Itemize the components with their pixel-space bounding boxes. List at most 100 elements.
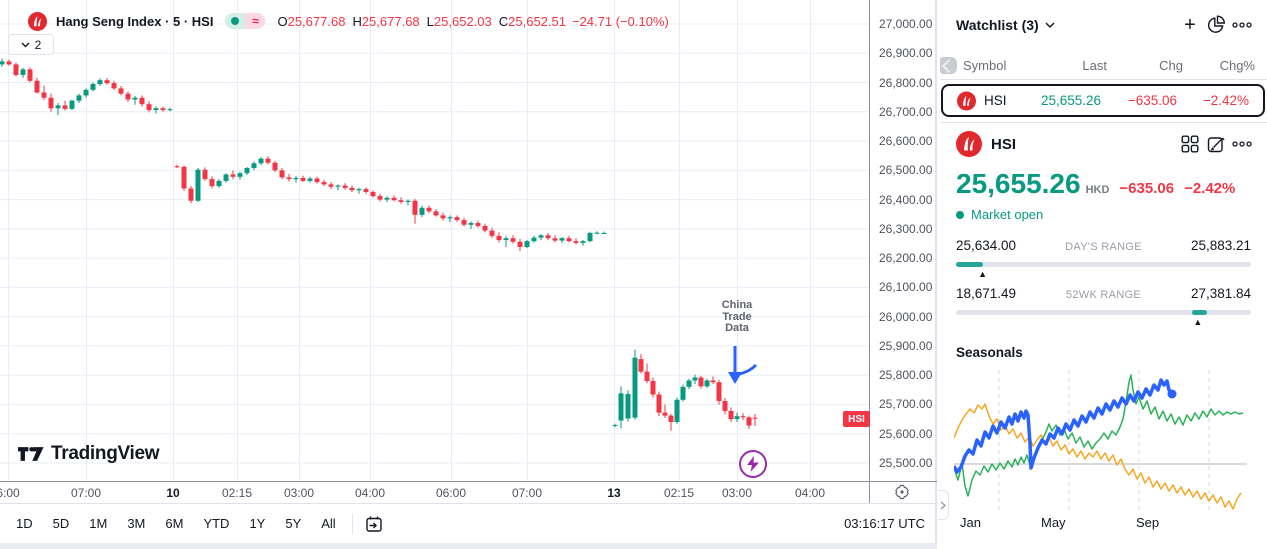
candle[interactable] — [363, 189, 369, 192]
candle[interactable] — [384, 197, 390, 200]
time-axis[interactable]: 6:00 07:00 10 02:15 03:00 04:00 06:00 07:00 13 02… — [0, 482, 869, 503]
candle[interactable] — [503, 238, 509, 240]
range-button-6m[interactable]: 6M — [165, 516, 184, 531]
candle[interactable] — [174, 166, 180, 168]
candle[interactable] — [377, 196, 383, 200]
watchlist-row-hsi[interactable]: HSI 25,655.26 −635.06 −2.42% — [941, 84, 1265, 117]
column-symbol[interactable]: Symbol — [963, 58, 1007, 73]
candle[interactable] — [146, 104, 152, 111]
candle[interactable] — [209, 179, 215, 187]
candle[interactable] — [202, 169, 208, 180]
candle[interactable] — [314, 178, 320, 183]
candle[interactable] — [41, 92, 47, 98]
range-button-ytd[interactable]: YTD — [203, 516, 230, 531]
candle[interactable] — [62, 105, 68, 109]
candle[interactable] — [722, 400, 728, 411]
watchlist-more-button[interactable] — [1229, 12, 1255, 38]
candle[interactable] — [710, 380, 716, 383]
candle[interactable] — [370, 191, 376, 197]
candle[interactable] — [153, 108, 159, 111]
candle[interactable] — [454, 217, 460, 221]
candle[interactable] — [244, 167, 250, 174]
candle[interactable] — [349, 187, 355, 191]
candle[interactable] — [692, 377, 698, 381]
candle[interactable] — [286, 177, 292, 180]
candle[interactable] — [167, 109, 173, 111]
candle[interactable] — [251, 163, 257, 168]
candle[interactable] — [118, 88, 124, 94]
candle[interactable] — [496, 235, 502, 240]
candle[interactable] — [90, 83, 96, 90]
candle[interactable] — [447, 217, 453, 219]
candle[interactable] — [552, 238, 558, 241]
candle[interactable] — [132, 97, 138, 100]
candle[interactable] — [293, 177, 299, 180]
candle[interactable] — [125, 93, 131, 100]
candle[interactable] — [20, 69, 26, 75]
candle[interactable] — [391, 197, 397, 201]
symbol-title[interactable]: Hang Seng Index · 5 · HSI — [56, 13, 214, 29]
candle[interactable] — [356, 189, 362, 191]
candle[interactable] — [538, 235, 544, 238]
candle[interactable] — [97, 80, 103, 84]
candle[interactable] — [531, 237, 537, 242]
candle[interactable] — [83, 89, 89, 96]
watchlist-section-tab[interactable] — [940, 57, 957, 74]
range-button-5y[interactable]: 5Y — [285, 516, 302, 531]
market-status-pills[interactable]: ≈ — [225, 13, 266, 29]
range-button-1d[interactable]: 1D — [16, 516, 33, 531]
column-last[interactable]: Last — [1082, 58, 1107, 73]
candle[interactable] — [6, 61, 12, 65]
range-button-1y[interactable]: 1Y — [249, 516, 266, 531]
candle[interactable] — [265, 158, 271, 163]
watchlist-title-dropdown[interactable]: Watchlist (3) — [956, 17, 1055, 33]
candle[interactable] — [644, 371, 650, 382]
axis-settings-gear-icon[interactable] — [891, 483, 913, 501]
candle[interactable] — [662, 412, 668, 416]
candle[interactable] — [461, 220, 467, 225]
candle[interactable] — [405, 200, 411, 202]
candle[interactable] — [601, 232, 607, 234]
panel-collapse-handle[interactable] — [938, 490, 949, 520]
candle[interactable] — [230, 174, 236, 177]
range-button-1m[interactable]: 1M — [89, 516, 108, 531]
candle[interactable] — [656, 394, 662, 413]
candle[interactable] — [279, 170, 285, 178]
candle[interactable] — [48, 97, 54, 109]
candle[interactable] — [680, 386, 686, 400]
candlestick-chart[interactable] — [0, 0, 869, 481]
candle[interactable] — [69, 100, 75, 109]
candle[interactable] — [704, 380, 710, 387]
detail-more-button[interactable] — [1229, 131, 1255, 157]
candle[interactable] — [160, 108, 166, 111]
candle[interactable] — [517, 241, 523, 248]
candle[interactable] — [139, 97, 145, 105]
candle[interactable] — [475, 223, 481, 226]
candle[interactable] — [559, 238, 565, 241]
candle[interactable] — [650, 381, 656, 395]
candle[interactable] — [223, 174, 229, 181]
candle[interactable] — [625, 393, 631, 419]
candle[interactable] — [419, 207, 425, 215]
candle[interactable] — [328, 184, 334, 187]
candle[interactable] — [752, 417, 758, 419]
candle[interactable] — [342, 185, 348, 188]
candle[interactable] — [272, 162, 278, 171]
candle[interactable] — [216, 180, 222, 187]
candle[interactable] — [510, 238, 516, 242]
candle[interactable] — [237, 173, 243, 177]
candle[interactable] — [398, 200, 404, 202]
notes-button[interactable] — [1203, 131, 1229, 157]
candle[interactable] — [55, 105, 61, 109]
column-chg[interactable]: Chg — [1159, 58, 1183, 73]
indicators-collapse-button[interactable]: 2 — [8, 34, 54, 55]
candle[interactable] — [489, 230, 495, 236]
candle[interactable] — [195, 169, 201, 201]
candle[interactable] — [321, 182, 327, 185]
candle[interactable] — [545, 235, 551, 239]
candle[interactable] — [587, 232, 593, 242]
range-button-all[interactable]: All — [321, 516, 336, 531]
candle[interactable] — [440, 215, 446, 219]
candle[interactable] — [594, 232, 600, 234]
candle[interactable] — [580, 241, 586, 243]
